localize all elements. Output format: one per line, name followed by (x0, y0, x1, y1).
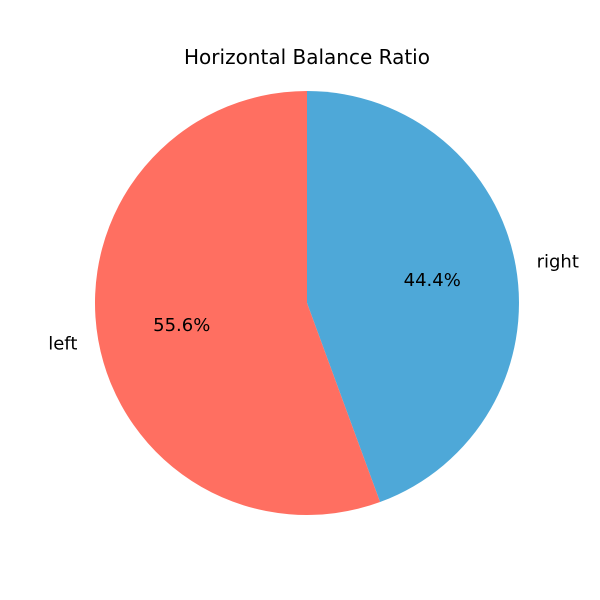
slice-label-left: left (48, 333, 77, 354)
slice-percent-left: 55.6% (153, 315, 210, 336)
chart-title: Horizontal Balance Ratio (184, 45, 430, 69)
slice-percent-right: 44.4% (404, 270, 461, 291)
pie-slices (94, 90, 519, 515)
pie-labels: right 44.4% left 55.6% (48, 252, 579, 355)
slice-label-right: right (537, 252, 579, 273)
pie-slice-right (307, 91, 519, 503)
pie-slice-left (94, 90, 381, 515)
